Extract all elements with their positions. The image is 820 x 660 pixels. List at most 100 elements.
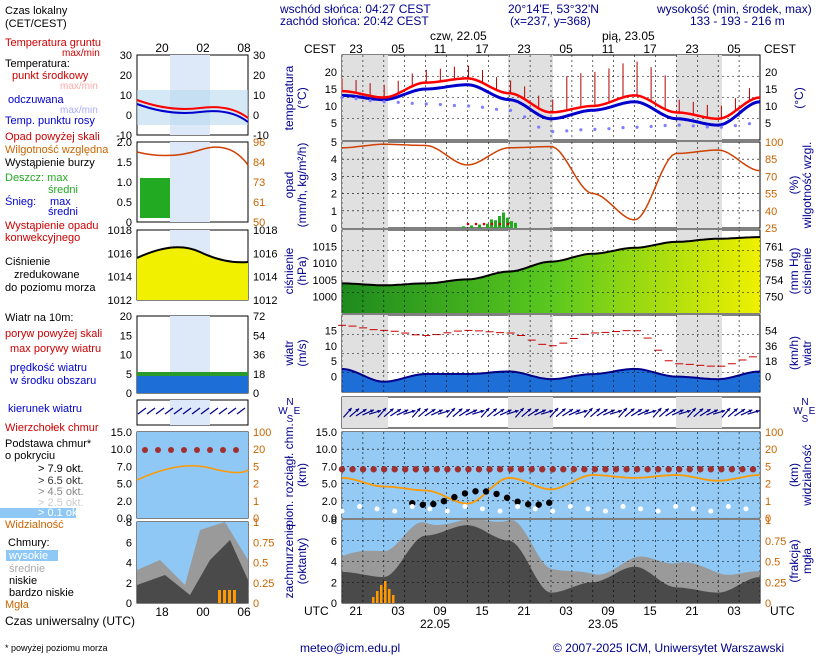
dew-point-dot	[649, 124, 653, 129]
axis-press-right-1: ciśnienie	[800, 247, 814, 294]
wind-arrow	[652, 407, 662, 418]
tick-cloud-left-0: 15.0	[316, 427, 337, 439]
wind-arrow-head	[713, 409, 718, 413]
legend-bottom-hour-0: 18	[155, 605, 169, 619]
tick-vis-right-4: 1	[765, 496, 771, 508]
axis-hum-0: (%)	[787, 176, 801, 195]
footer-email[interactable]: meteo@icm.edu.pl	[300, 641, 400, 655]
leg-tick-cloud-l-2: 7.0	[117, 461, 132, 473]
conv-dot-5	[506, 222, 510, 226]
legend-hum-line	[136, 146, 249, 166]
tick-wind-right-0: 54	[765, 325, 777, 337]
tick-cloud-left-5: 0.0	[322, 513, 337, 525]
wind-arrow	[575, 409, 588, 415]
wind-arrow-head	[396, 409, 401, 413]
tick-fog-right-0: 1	[765, 515, 771, 527]
axis-wind-1: (m/s)	[295, 339, 309, 366]
leg-tick-press-r-2: 1014	[253, 272, 277, 284]
cloud-base-thin-dot	[497, 508, 503, 514]
cloud-base-thin-dot	[427, 506, 433, 512]
legend-local-time-2: (CET/CEST)	[5, 18, 67, 30]
legend-conv-1: Wystąpienie opadu	[5, 220, 98, 232]
cloud-top-dot	[654, 466, 662, 473]
cloud-top-dot	[602, 466, 609, 473]
leg-tick-temp-l-2: 10	[120, 90, 132, 102]
wind-arrow-head	[549, 409, 554, 414]
tick-vis-right-5: 0	[765, 513, 771, 525]
legend-soil-maxmin: max/min	[62, 48, 100, 59]
leg-tick-temp-l-4: -10	[116, 130, 132, 142]
wind-arrow	[687, 407, 697, 418]
tick-press-left-1: 1010	[313, 258, 337, 270]
night-band-temp-1	[508, 55, 553, 140]
cloud-top-dot	[444, 466, 451, 473]
night-band-rain-2	[676, 142, 722, 228]
leg-tick-vis-r-1: 20	[253, 444, 265, 456]
legend-cloud-top-dot	[194, 447, 200, 453]
legend-press-line	[136, 246, 249, 264]
tick-temp-left-1: 15	[325, 84, 337, 96]
wind-arrow	[452, 408, 463, 418]
legend-wind-arrow	[173, 407, 183, 415]
legend-temp-fill	[137, 90, 248, 125]
leg-tick-hum-2: 73	[253, 177, 265, 189]
axis-cover-0: zachmurzenie	[282, 523, 296, 598]
cloud-top-dot	[570, 466, 578, 473]
wind-arrow	[596, 408, 608, 417]
day1-label: czw, 22.05	[430, 29, 487, 43]
leg-tick-press-r-3: 1012	[253, 295, 277, 307]
panels: 2015105201510554321010085705540251015101…	[313, 55, 786, 610]
legend-high: wysokie	[8, 550, 48, 562]
cloud-base-dot	[524, 501, 532, 508]
legend-fog-bar-0	[218, 590, 221, 603]
wind-arrow-head	[404, 409, 409, 413]
dir-letter-3: S	[287, 414, 294, 425]
wind-arrow-head	[733, 408, 738, 412]
axis-press-right-0: (mm Hg)	[787, 248, 801, 295]
footnote: * powyżej poziomu morza	[5, 643, 108, 653]
tick-wind-left-0: 15	[325, 325, 337, 337]
wind-arrow	[506, 409, 519, 415]
legend-cloud-base-1: Podstawa chmur*	[5, 438, 92, 450]
legend-cloud-top-dot	[181, 447, 187, 453]
leg-tick-fog-r-3: 0.25	[253, 578, 274, 590]
legend-dew: Temp. punktu rosy	[5, 115, 95, 127]
dir-letter-2: E	[294, 406, 301, 417]
wind-arrow-head	[377, 409, 382, 414]
legend-wind-green	[137, 372, 248, 376]
leg-tick-wind-l-2: 10	[120, 350, 132, 362]
tick-hum-right-4: 40	[765, 206, 777, 218]
tick-cloud-left-3: 5.0	[322, 479, 337, 491]
leg-tick-wind-l-3: 5	[126, 369, 132, 381]
rain-bar-6	[498, 215, 501, 228]
wind-arrow-head	[755, 409, 760, 414]
wind-arrow-head	[431, 409, 436, 413]
legend-maxmin3: max/min	[60, 105, 98, 116]
rain-bar-9	[510, 221, 513, 228]
night-band-rain-1	[508, 142, 553, 228]
legend-wind-avg-1: prędkość wiatru	[10, 362, 87, 374]
dew-point-dot	[579, 128, 583, 132]
fog-bar-2	[380, 585, 383, 603]
rain-bar-7	[502, 212, 505, 228]
legend-okt-2: > 6.5 okt.	[38, 475, 84, 487]
top-hour-9: 05	[727, 42, 741, 56]
leg-tick-press-l-1: 1016	[108, 248, 132, 260]
leg-tick-cloud-l-1: 10.0	[111, 444, 132, 456]
wind-arrow-head	[741, 409, 746, 413]
dir-letter-0: N	[286, 397, 293, 408]
cloud-top-dot	[697, 466, 704, 473]
leg-tick-rain-4: 0	[126, 217, 132, 229]
utc-right: UTC	[770, 604, 795, 618]
legend-top-hour-0: 20	[155, 41, 169, 55]
tick-wind-left-1: 10	[325, 341, 337, 353]
cloud-base-thin-dot	[515, 504, 521, 510]
cloud-top-dot	[633, 466, 641, 473]
top-hour-1: 05	[391, 42, 405, 56]
cloud-top-dot	[370, 466, 377, 473]
tick-vis-right-2: 5	[765, 461, 771, 473]
dew-point-dot	[663, 123, 667, 128]
dir-letter-7: S	[802, 414, 809, 425]
dew-point-dot	[438, 102, 442, 107]
